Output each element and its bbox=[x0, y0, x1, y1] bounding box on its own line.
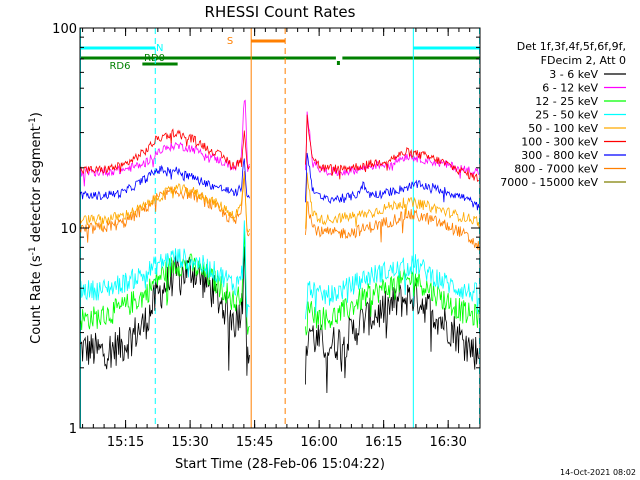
series-800-7000-kev bbox=[79, 171, 480, 251]
y-tick-label-100: 100 bbox=[52, 22, 77, 37]
y-axis-label-sup2: -1 bbox=[28, 117, 38, 126]
legend-label-7000-15000-kev: 7000 - 15000 keV bbox=[500, 176, 598, 189]
legend: Det 1f,3f,4f,5f,6f,9f, FDecim 2, Att 0 3… bbox=[500, 40, 626, 189]
legend-label-800-7000-kev: 800 - 7000 keV bbox=[514, 163, 598, 176]
y-axis-label-sup1: -1 bbox=[28, 246, 38, 255]
legend-label-50-100-kev: 50 - 100 keV bbox=[528, 122, 598, 135]
attenuator-label-s: S bbox=[227, 36, 233, 47]
vertical-markers bbox=[80, 28, 480, 428]
series-3-6-kev bbox=[79, 246, 480, 394]
legend-label-6-12-kev: 6 - 12 keV bbox=[542, 82, 598, 95]
x-tick-label-16-30: 16:30 bbox=[429, 435, 466, 450]
series-50-100-kev bbox=[79, 172, 480, 233]
legend-header-detectors: Det 1f,3f,4f,5f,6f,9f, bbox=[517, 40, 626, 53]
legend-label-300-800-kev: 300 - 800 keV bbox=[521, 149, 598, 162]
y-tick-label-10: 10 bbox=[60, 222, 77, 237]
series-100-300-kev bbox=[79, 114, 480, 182]
series-6-12-kev bbox=[79, 99, 480, 187]
plot-frame bbox=[79, 27, 481, 429]
x-tick-label-15-45: 15:45 bbox=[236, 435, 273, 450]
render-timestamp: 14-Oct-2021 08:02 bbox=[560, 468, 636, 477]
y-tick-label-1: 1 bbox=[69, 422, 77, 437]
y-axis-label: Count Rate (s-1 detector segment-1) bbox=[28, 112, 44, 344]
tick-labels: 15:15 15:30 15:45 16:00 16:15 16:30 1 10 100 bbox=[52, 22, 467, 450]
x-tick-label-15-15: 15:15 bbox=[107, 435, 144, 450]
series-12-25-kev bbox=[79, 230, 480, 336]
axis-ticks bbox=[80, 27, 480, 429]
x-axis-label: Start Time (28-Feb-06 15:04:22) bbox=[175, 457, 385, 472]
x-tick-label-15-30: 15:30 bbox=[171, 435, 208, 450]
attenuator-bar-rd0-notch bbox=[336, 61, 340, 65]
attenuator-label-n: N bbox=[156, 43, 163, 54]
x-tick-label-16-00: 16:00 bbox=[300, 435, 337, 450]
y-axis-label-end: ) bbox=[29, 112, 44, 117]
series-25-50-kev bbox=[79, 220, 480, 320]
attenuator-label-rd0: RD0 bbox=[144, 53, 165, 64]
y-axis-label-main: Count Rate (s bbox=[29, 255, 44, 344]
series-300-800-kev bbox=[79, 152, 480, 211]
chart-title: RHESSI Count Rates bbox=[205, 3, 356, 21]
y-axis-label-mid: detector segment bbox=[29, 126, 44, 246]
legend-label-100-300-kev: 100 - 300 keV bbox=[521, 136, 598, 149]
legend-label-12-25-kev: 12 - 25 keV bbox=[535, 95, 598, 108]
legend-label-3-6-kev: 3 - 6 keV bbox=[549, 68, 598, 81]
legend-label-25-50-kev: 25 - 50 keV bbox=[535, 109, 598, 122]
plot-border bbox=[79, 27, 481, 429]
legend-header-decimation: FDecim 2, Att 0 bbox=[541, 54, 626, 67]
x-tick-label-16-15: 16:15 bbox=[365, 435, 402, 450]
attenuator-label-rd6: RD6 bbox=[109, 61, 130, 72]
series-lines bbox=[79, 99, 480, 394]
